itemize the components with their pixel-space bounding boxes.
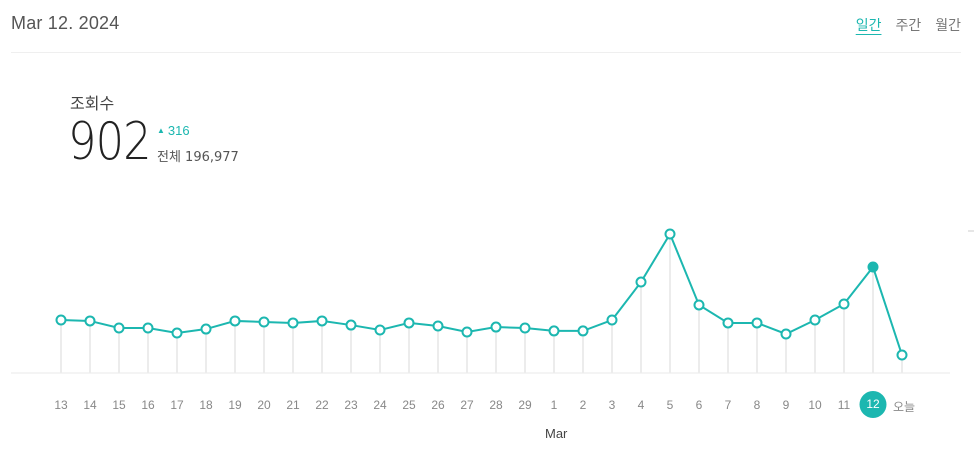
data-point[interactable] xyxy=(229,315,241,327)
data-point[interactable] xyxy=(838,298,850,310)
data-point[interactable] xyxy=(896,349,908,361)
x-tick-label[interactable]: 15 xyxy=(112,398,126,412)
x-tick-label[interactable]: 2 xyxy=(579,398,587,412)
x-tick-label[interactable]: 13 xyxy=(54,398,68,412)
x-tick-label[interactable]: 17 xyxy=(170,398,184,412)
x-axis-month-label: Mar xyxy=(545,426,568,441)
data-point[interactable] xyxy=(432,320,444,332)
stat-value: 902 xyxy=(68,112,152,172)
tab-daily[interactable]: 일간 xyxy=(855,18,882,34)
header: Mar 12. 2024 일간 주간 월간 xyxy=(11,0,961,53)
stat-label: 조회수 xyxy=(70,94,115,113)
stat-total: 전체 196,977 xyxy=(157,150,239,165)
x-tick-label[interactable]: 12 xyxy=(859,391,887,418)
data-point[interactable] xyxy=(809,314,821,326)
data-point[interactable] xyxy=(316,315,328,327)
x-tick-label[interactable]: 18 xyxy=(199,398,213,412)
triangle-up-icon: ▲ xyxy=(157,126,165,135)
x-tick-label[interactable]: 4 xyxy=(637,398,645,412)
data-point[interactable] xyxy=(287,317,299,329)
x-tick-label[interactable]: 23 xyxy=(344,398,358,412)
data-point[interactable] xyxy=(345,319,357,331)
data-point[interactable] xyxy=(867,261,879,273)
data-point[interactable] xyxy=(490,321,502,333)
data-point[interactable] xyxy=(461,326,473,338)
x-tick-label[interactable]: 29 xyxy=(518,398,532,412)
delta-value: 316 xyxy=(167,123,190,138)
data-point[interactable] xyxy=(200,323,212,335)
data-point[interactable] xyxy=(84,315,96,327)
period-tabs: 일간 주간 월간 xyxy=(856,15,961,35)
x-tick-label[interactable]: 9 xyxy=(782,398,790,412)
data-point[interactable] xyxy=(577,325,589,337)
x-tick-label[interactable]: 26 xyxy=(431,398,445,412)
data-point[interactable] xyxy=(55,314,67,326)
x-tick-label[interactable]: 11 xyxy=(837,398,851,412)
x-tick-label[interactable]: 6 xyxy=(695,398,703,412)
x-tick-label[interactable]: 오늘 xyxy=(892,400,916,414)
x-tick-label[interactable]: 3 xyxy=(608,398,616,412)
x-tick-label[interactable]: 8 xyxy=(753,398,761,412)
data-point[interactable] xyxy=(606,314,618,326)
data-point[interactable] xyxy=(548,325,560,337)
x-tick-label[interactable]: 1 xyxy=(550,398,558,412)
data-point[interactable] xyxy=(374,324,386,336)
data-point[interactable] xyxy=(693,299,705,311)
x-tick-label[interactable]: 14 xyxy=(83,398,97,412)
x-tick-label[interactable]: 28 xyxy=(489,398,503,412)
data-point[interactable] xyxy=(635,276,647,288)
x-tick-label[interactable]: 5 xyxy=(666,398,674,412)
stat-delta: ▲ 316 xyxy=(157,123,190,138)
data-point[interactable] xyxy=(142,322,154,334)
tab-weekly[interactable]: 주간 xyxy=(895,18,922,34)
date-title: Mar 12. 2024 xyxy=(11,13,120,33)
x-tick-label[interactable]: 7 xyxy=(724,398,732,412)
data-point[interactable] xyxy=(258,316,270,328)
x-tick-label[interactable]: 24 xyxy=(373,398,387,412)
data-point[interactable] xyxy=(113,322,125,334)
data-point[interactable] xyxy=(722,317,734,329)
x-tick-label[interactable]: 10 xyxy=(808,398,822,412)
x-tick-label[interactable]: 16 xyxy=(141,398,155,412)
x-tick-label[interactable]: 27 xyxy=(460,398,474,412)
x-tick-label[interactable]: 22 xyxy=(315,398,329,412)
x-tick-label[interactable]: 19 xyxy=(228,398,242,412)
x-tick-label[interactable]: 20 xyxy=(257,398,271,412)
data-point[interactable] xyxy=(664,228,676,240)
x-tick-label[interactable]: 25 xyxy=(402,398,416,412)
data-point[interactable] xyxy=(519,322,531,334)
data-point[interactable] xyxy=(171,327,183,339)
data-point[interactable] xyxy=(780,328,792,340)
tab-monthly[interactable]: 월간 xyxy=(935,18,961,34)
x-tick-label[interactable]: 21 xyxy=(286,398,300,412)
data-point[interactable] xyxy=(403,317,415,329)
data-point[interactable] xyxy=(751,317,763,329)
